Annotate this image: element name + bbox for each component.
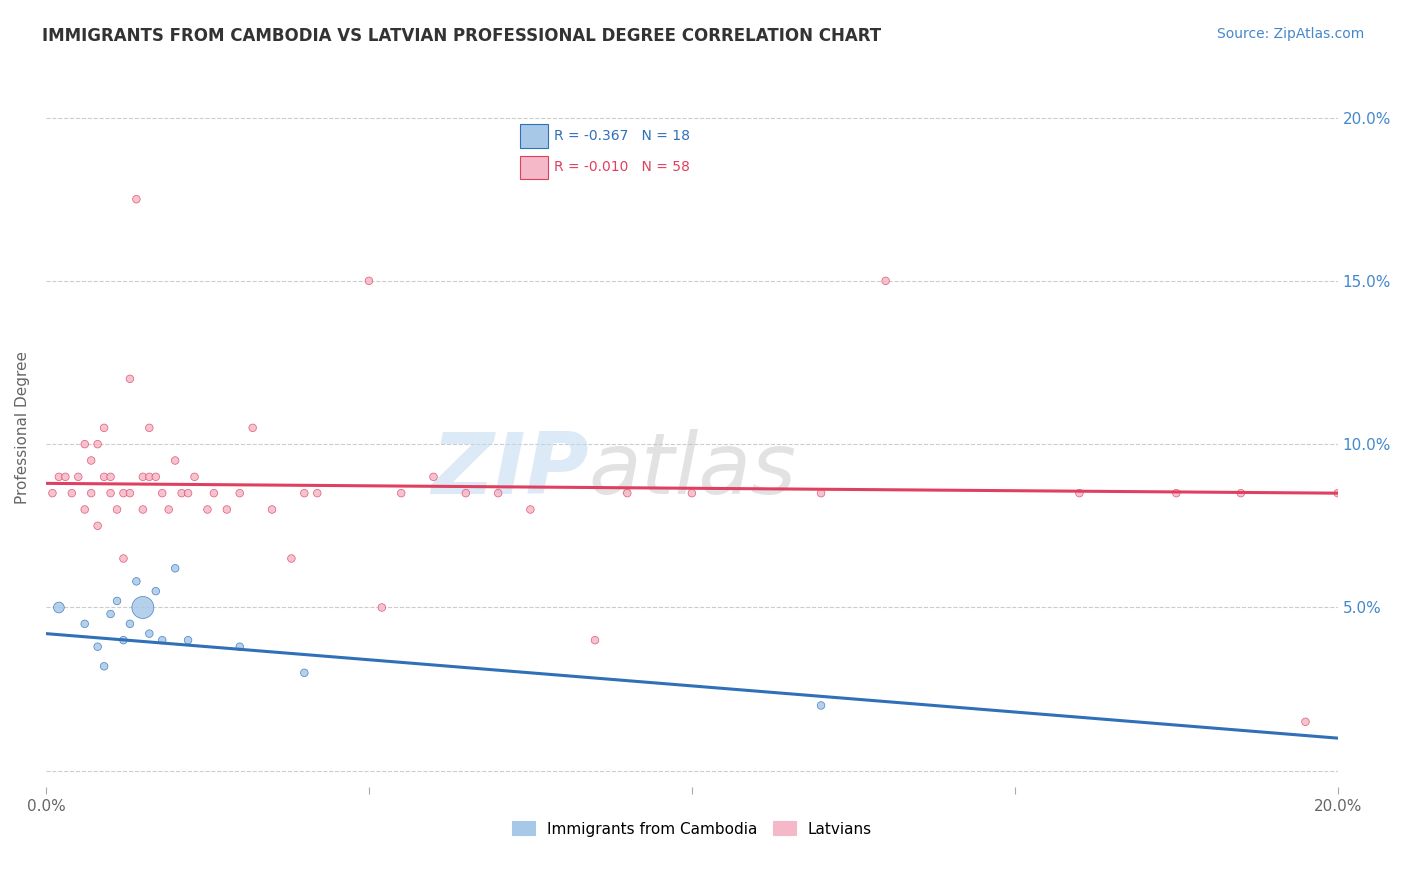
Point bbox=[48, 470, 70, 484]
Point bbox=[41, 486, 63, 500]
Point bbox=[80, 453, 103, 467]
Point bbox=[202, 486, 225, 500]
Point bbox=[125, 574, 148, 589]
Point bbox=[215, 502, 238, 516]
Point bbox=[357, 274, 380, 288]
Point bbox=[138, 421, 160, 435]
Point bbox=[145, 470, 167, 484]
Point bbox=[73, 616, 96, 631]
Point bbox=[145, 584, 167, 599]
Point bbox=[681, 486, 703, 500]
Bar bbox=[520, 156, 547, 179]
Text: R = -0.367   N = 18: R = -0.367 N = 18 bbox=[554, 128, 690, 143]
Point bbox=[93, 659, 115, 673]
Point bbox=[132, 600, 155, 615]
Point bbox=[100, 607, 122, 621]
Point bbox=[292, 665, 315, 680]
Point bbox=[157, 502, 180, 516]
Point bbox=[1069, 486, 1091, 500]
Point bbox=[112, 551, 135, 566]
Point bbox=[118, 372, 141, 386]
Point bbox=[60, 486, 83, 500]
Point bbox=[132, 470, 155, 484]
Point bbox=[519, 502, 541, 516]
Y-axis label: Professional Degree: Professional Degree bbox=[15, 351, 30, 504]
Point bbox=[1294, 714, 1316, 729]
Point bbox=[48, 600, 70, 615]
Point bbox=[177, 633, 200, 648]
Point bbox=[280, 551, 302, 566]
Point bbox=[67, 470, 90, 484]
Text: ZIP: ZIP bbox=[430, 429, 589, 512]
Point bbox=[125, 192, 148, 206]
Point bbox=[875, 274, 897, 288]
Point bbox=[105, 594, 128, 608]
Point bbox=[73, 502, 96, 516]
Point bbox=[242, 421, 264, 435]
Point bbox=[118, 486, 141, 500]
Point bbox=[454, 486, 477, 500]
Point bbox=[389, 486, 412, 500]
Point bbox=[422, 470, 444, 484]
Point bbox=[197, 502, 219, 516]
Point bbox=[118, 616, 141, 631]
Point bbox=[53, 470, 76, 484]
Point bbox=[150, 633, 173, 648]
Point bbox=[810, 486, 832, 500]
Point bbox=[1166, 486, 1188, 500]
Legend: Immigrants from Cambodia, Latvians: Immigrants from Cambodia, Latvians bbox=[505, 814, 880, 844]
Point bbox=[112, 633, 135, 648]
Point bbox=[73, 437, 96, 451]
Text: atlas: atlas bbox=[589, 429, 797, 512]
Point bbox=[1326, 486, 1348, 500]
Point bbox=[93, 421, 115, 435]
Point bbox=[105, 502, 128, 516]
Point bbox=[165, 561, 187, 575]
Point bbox=[165, 453, 187, 467]
Point bbox=[307, 486, 329, 500]
Point bbox=[229, 640, 252, 654]
Point bbox=[93, 470, 115, 484]
Point bbox=[177, 486, 200, 500]
Point bbox=[100, 470, 122, 484]
Point bbox=[86, 437, 108, 451]
Point bbox=[112, 486, 135, 500]
Point bbox=[80, 486, 103, 500]
Point bbox=[132, 502, 155, 516]
Point bbox=[486, 486, 509, 500]
Point bbox=[150, 486, 173, 500]
Point bbox=[86, 640, 108, 654]
Text: R = -0.010   N = 58: R = -0.010 N = 58 bbox=[554, 161, 690, 175]
Point bbox=[183, 470, 205, 484]
Text: IMMIGRANTS FROM CAMBODIA VS LATVIAN PROFESSIONAL DEGREE CORRELATION CHART: IMMIGRANTS FROM CAMBODIA VS LATVIAN PROF… bbox=[42, 27, 882, 45]
Point bbox=[100, 486, 122, 500]
Point bbox=[583, 633, 606, 648]
Point bbox=[292, 486, 315, 500]
Text: Source: ZipAtlas.com: Source: ZipAtlas.com bbox=[1216, 27, 1364, 41]
Point bbox=[1230, 486, 1253, 500]
Point bbox=[229, 486, 252, 500]
Point bbox=[138, 470, 160, 484]
Point bbox=[810, 698, 832, 713]
Bar bbox=[520, 124, 547, 147]
Point bbox=[86, 518, 108, 533]
Point bbox=[260, 502, 283, 516]
Point bbox=[138, 626, 160, 640]
Point bbox=[616, 486, 638, 500]
Point bbox=[170, 486, 193, 500]
Point bbox=[371, 600, 394, 615]
